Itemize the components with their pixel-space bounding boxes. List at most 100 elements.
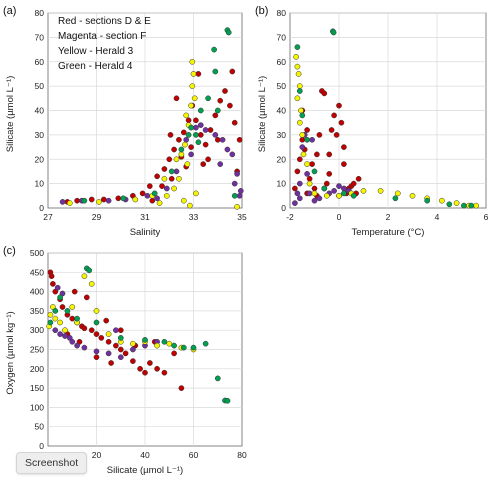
y-tick-label: 150 bbox=[30, 383, 44, 393]
x-tick-label: 2 bbox=[386, 212, 391, 222]
data-point-red bbox=[173, 95, 180, 102]
data-point-yellow bbox=[296, 119, 303, 126]
data-point-green bbox=[461, 202, 467, 209]
data-point-red bbox=[154, 365, 160, 372]
data-point-red bbox=[113, 342, 119, 349]
x-axis-label: Temperature (°C) bbox=[352, 227, 425, 238]
data-point-yellow bbox=[176, 175, 182, 182]
data-point-red bbox=[105, 338, 112, 345]
data-point-red bbox=[48, 273, 55, 280]
data-point-yellow bbox=[234, 203, 240, 210]
data-point-red bbox=[93, 354, 100, 361]
y-tick-label: 300 bbox=[30, 325, 44, 335]
panel-label: (a) bbox=[3, 5, 16, 17]
data-point-red bbox=[326, 171, 333, 177]
data-point-red bbox=[149, 197, 156, 204]
data-point-red bbox=[236, 136, 243, 143]
data-point-red bbox=[93, 331, 100, 337]
data-point-yellow bbox=[323, 192, 330, 199]
data-point-magenta bbox=[193, 124, 199, 131]
data-point-magenta bbox=[306, 190, 313, 197]
data-point-red bbox=[50, 281, 56, 287]
y-tick-label: 60 bbox=[277, 57, 287, 67]
data-point-magenta bbox=[331, 188, 337, 194]
data-point-magenta bbox=[212, 132, 219, 138]
data-point-red bbox=[185, 117, 192, 124]
data-point-green bbox=[202, 340, 209, 347]
data-point-magenta bbox=[197, 122, 204, 128]
y-tick-label: 40 bbox=[277, 106, 287, 116]
data-point-red bbox=[331, 112, 337, 119]
data-point-red bbox=[159, 183, 165, 189]
data-point-red bbox=[205, 156, 211, 163]
data-point-yellow bbox=[294, 95, 301, 102]
screenshot-button[interactable]: Screenshot bbox=[16, 452, 88, 474]
data-point-red bbox=[81, 325, 88, 332]
data-point-yellow bbox=[296, 83, 303, 89]
x-axis-label: Silicate (µmol L⁻¹) bbox=[107, 465, 183, 476]
data-point-green bbox=[214, 107, 221, 114]
y-tick-label: 50 bbox=[277, 81, 287, 91]
data-point-red bbox=[197, 132, 204, 138]
data-point-yellow bbox=[66, 200, 73, 206]
data-point-red bbox=[74, 197, 80, 204]
data-point-red bbox=[178, 385, 185, 391]
data-point-yellow bbox=[439, 197, 445, 204]
data-point-magenta bbox=[113, 327, 119, 334]
data-point-yellow bbox=[184, 161, 191, 167]
y-tick-label: 70 bbox=[35, 32, 45, 42]
data-point-yellow bbox=[190, 71, 197, 77]
x-tick-label: 0 bbox=[337, 212, 342, 222]
data-point-magenta bbox=[202, 127, 209, 133]
data-point-yellow bbox=[57, 319, 63, 326]
data-point-red bbox=[314, 151, 320, 158]
data-point-yellow bbox=[105, 331, 112, 337]
data-point-magenta bbox=[217, 161, 224, 167]
data-point-yellow bbox=[62, 327, 68, 334]
data-point-red bbox=[161, 369, 168, 376]
y-tick-label: 20 bbox=[35, 154, 45, 164]
data-point-yellow bbox=[171, 185, 177, 192]
data-point-magenta bbox=[296, 180, 303, 187]
data-point-yellow bbox=[189, 83, 196, 89]
x-tick-label: 40 bbox=[140, 450, 150, 460]
data-point-magenta bbox=[309, 136, 315, 143]
data-point-magenta bbox=[69, 338, 76, 345]
data-point-green bbox=[178, 146, 185, 153]
x-tick-label: 4 bbox=[435, 212, 440, 222]
data-point-yellow bbox=[183, 112, 190, 119]
x-tick-label: -2 bbox=[286, 212, 294, 222]
data-point-yellow bbox=[300, 151, 307, 158]
x-tick-label: 29 bbox=[92, 212, 102, 222]
data-point-magenta bbox=[52, 327, 59, 334]
data-point-green bbox=[47, 319, 54, 326]
data-point-green bbox=[296, 88, 303, 94]
data-point-magenta bbox=[117, 354, 124, 361]
data-point-red bbox=[122, 350, 129, 357]
data-point-red bbox=[115, 195, 122, 202]
data-point-red bbox=[176, 136, 182, 143]
data-point-red bbox=[171, 146, 177, 153]
y-tick-label: 30 bbox=[35, 130, 45, 140]
data-point-yellow bbox=[187, 202, 193, 209]
data-point-magenta bbox=[229, 151, 236, 158]
data-point-red bbox=[336, 102, 342, 109]
data-point-green bbox=[225, 29, 232, 36]
data-point-red bbox=[316, 132, 323, 138]
data-point-yellow bbox=[130, 340, 136, 347]
data-point-green bbox=[231, 192, 238, 199]
data-point-green bbox=[86, 267, 93, 274]
data-point-green bbox=[190, 344, 197, 351]
data-point-magenta bbox=[341, 185, 347, 192]
data-point-green bbox=[205, 95, 211, 102]
data-point-yellow bbox=[193, 190, 199, 197]
data-point-yellow bbox=[304, 161, 310, 167]
data-point-yellow bbox=[93, 308, 100, 314]
data-point-yellow bbox=[311, 190, 318, 197]
data-point-red bbox=[161, 166, 168, 172]
data-point-red bbox=[171, 350, 177, 357]
data-point-magenta bbox=[59, 199, 66, 205]
data-point-red bbox=[222, 88, 228, 94]
panel-label: (b) bbox=[255, 5, 268, 17]
x-tick-label: 6 bbox=[484, 212, 489, 222]
